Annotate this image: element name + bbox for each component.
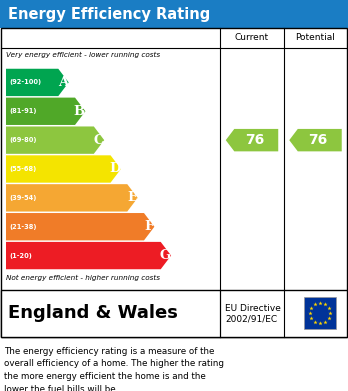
Polygon shape [6,155,121,183]
Polygon shape [289,129,342,151]
Bar [1,290,347,337]
Polygon shape [226,129,278,151]
Polygon shape [6,69,69,96]
Text: (21-38): (21-38) [9,224,37,230]
Text: (39-54): (39-54) [9,195,37,201]
Polygon shape [6,242,171,269]
Text: England & Wales: England & Wales [8,305,178,323]
Polygon shape [6,184,138,212]
Text: Very energy efficient - lower running costs: Very energy efficient - lower running co… [6,52,160,58]
Text: B: B [74,105,85,118]
Text: C: C [93,134,104,147]
Text: F: F [144,220,154,233]
Text: G: G [159,249,171,262]
Text: Potential: Potential [295,34,335,43]
Text: D: D [109,163,120,176]
Text: E: E [127,191,137,204]
Text: Energy Efficiency Rating: Energy Efficiency Rating [8,7,210,22]
Bar [0,0,348,28]
Bar [1,28,347,337]
Polygon shape [6,98,85,125]
Text: 76: 76 [245,133,264,147]
Text: Current: Current [235,34,269,43]
Polygon shape [6,126,104,154]
Text: 76: 76 [308,133,328,147]
Polygon shape [6,213,155,240]
Text: (81-91): (81-91) [9,108,37,114]
Bar [304,297,336,329]
Text: Not energy efficient - higher running costs: Not energy efficient - higher running co… [6,275,160,281]
Text: EU Directive
2002/91/EC: EU Directive 2002/91/EC [225,304,281,323]
Text: (92-100): (92-100) [9,79,41,85]
Text: (1-20): (1-20) [9,253,32,258]
Text: (69-80): (69-80) [9,137,37,143]
Text: A: A [58,76,68,89]
Text: The energy efficiency rating is a measure of the
overall efficiency of a home. T: The energy efficiency rating is a measur… [4,347,224,391]
Text: (55-68): (55-68) [9,166,36,172]
